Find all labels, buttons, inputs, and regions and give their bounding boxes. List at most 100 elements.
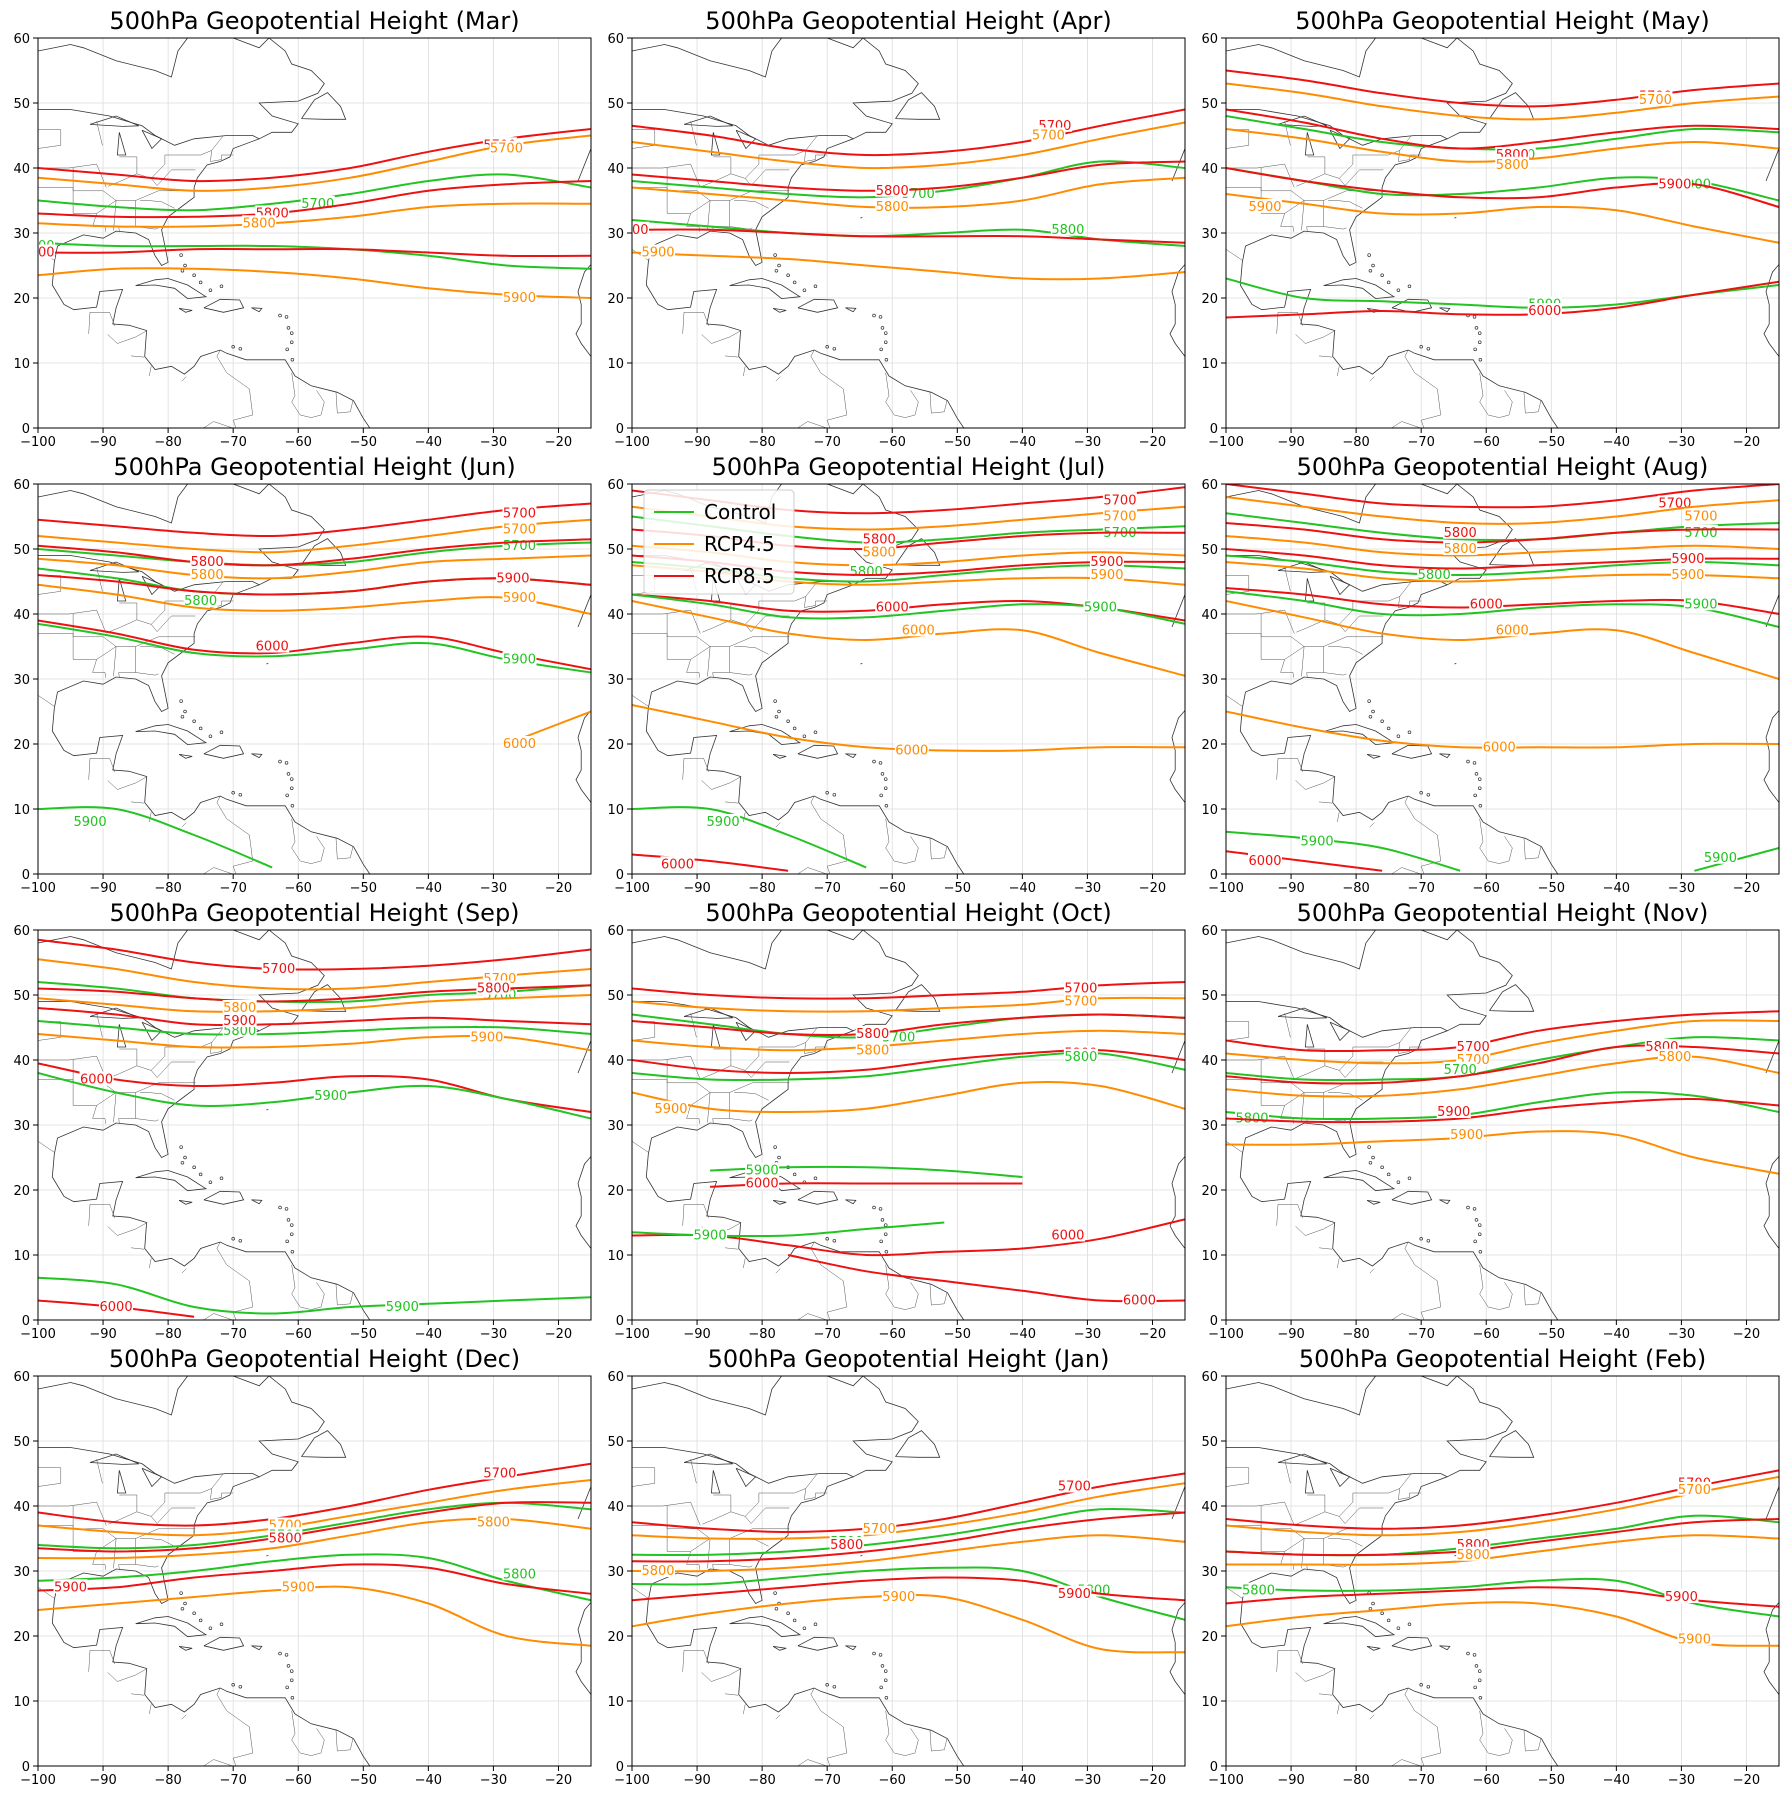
map-panel: 500hPa Geopotential Height (May)57005700…: [1201, 7, 1780, 450]
island: [1478, 803, 1483, 808]
y-tick-label: 40: [13, 608, 30, 623]
x-tick-label: −70: [813, 435, 840, 450]
y-tick-label: 30: [13, 227, 30, 242]
contour-label-gap: [1664, 1589, 1699, 1603]
x-tick-label: −60: [285, 435, 312, 450]
contour-line-control-5800: [1226, 1577, 1779, 1618]
border-line: [113, 646, 117, 677]
border-line: [724, 355, 739, 358]
island: [1386, 280, 1391, 285]
border-line: [216, 795, 253, 874]
contour-label: 5800: [1496, 158, 1529, 173]
contour-label: 5800: [1658, 1050, 1691, 1065]
island: [238, 792, 243, 797]
coastline: [1439, 307, 1451, 313]
island: [180, 1606, 185, 1611]
coastline: [1765, 594, 1779, 628]
contour-line-rcp85-5700: [38, 938, 591, 971]
y-tick-label: 40: [1201, 1500, 1218, 1515]
coastline: [1356, 38, 1458, 49]
contour-label: 5800: [863, 545, 896, 560]
contour-line-rcp85-6000: [1226, 280, 1779, 319]
island: [813, 1622, 818, 1627]
contour-line-rcp45-5900: [1226, 193, 1779, 244]
border-line: [1391, 1759, 1422, 1766]
x-tick-label: −90: [89, 1327, 116, 1342]
island: [880, 772, 885, 776]
island: [1477, 1669, 1482, 1673]
x-tick-label: −30: [480, 435, 507, 450]
border-line: [1369, 1268, 1375, 1274]
y-tick-label: 30: [1201, 227, 1218, 242]
island: [1396, 1180, 1401, 1184]
island: [290, 803, 295, 808]
x-tick-label: −60: [1473, 435, 1500, 450]
contour-label-gap: [706, 814, 741, 828]
x-tick-label: −90: [683, 881, 710, 896]
island: [1419, 345, 1423, 349]
coastline: [577, 1040, 591, 1074]
island: [1477, 1223, 1482, 1227]
coastline: [1226, 38, 1376, 78]
border-line: [72, 1060, 117, 1106]
border-line: [203, 867, 234, 874]
border-line: [113, 200, 117, 231]
coastline: [38, 555, 371, 874]
y-tick-label: 30: [1201, 1119, 1218, 1134]
contour-label: 5900: [694, 1229, 727, 1244]
coastline: [89, 115, 139, 127]
coastline: [1226, 1447, 1559, 1766]
border-line: [686, 1105, 700, 1124]
coastline: [168, 38, 270, 49]
y-tick-label: 10: [13, 357, 30, 372]
basemap: [632, 1376, 1185, 1766]
island: [286, 772, 291, 776]
legend-label: RCP4.5: [704, 532, 775, 556]
border-line: [743, 1704, 746, 1715]
x-tick-label: −20: [545, 435, 572, 450]
island: [180, 1160, 185, 1165]
border-line: [1523, 1284, 1542, 1306]
contour-label: 5800: [856, 1043, 889, 1058]
coastline: [729, 1616, 802, 1638]
border-line: [743, 812, 746, 823]
x-tick-label: −100: [1208, 435, 1244, 450]
y-tick-label: 0: [22, 1314, 30, 1329]
x-tick-label: −40: [1603, 881, 1630, 896]
contour-label: 5800: [1457, 1548, 1490, 1563]
island: [832, 1684, 837, 1689]
island: [825, 1682, 829, 1687]
island: [183, 1601, 187, 1606]
contour-line-rcp85-5800: [38, 180, 591, 219]
border-line: [1523, 1730, 1542, 1752]
x-tick-label: −80: [748, 881, 775, 896]
island: [1473, 1685, 1477, 1690]
coastline: [168, 1376, 270, 1387]
island: [289, 777, 294, 781]
border-line: [1328, 200, 1363, 209]
border-line: [151, 169, 196, 186]
island: [1386, 726, 1391, 731]
border-line: [797, 421, 828, 428]
y-tick-label: 50: [607, 989, 624, 1004]
border-line: [118, 646, 136, 678]
contour-line-rcp45-5800: [1226, 535, 1779, 557]
contour-label-gap: [1683, 524, 1718, 539]
y-tick-label: 40: [607, 162, 624, 177]
border-line: [130, 355, 145, 358]
island: [813, 730, 818, 735]
x-tick-label: −70: [1407, 1773, 1434, 1788]
coastline: [895, 984, 941, 1012]
contour-label-gap: [641, 244, 676, 259]
contour-label-gap: [502, 1566, 537, 1581]
contour-label: 5900: [282, 1580, 315, 1595]
coastline: [38, 1447, 371, 1766]
contour-label-gap: [1683, 508, 1718, 523]
coastline: [1366, 754, 1381, 759]
island: [884, 358, 889, 362]
border-line: [107, 776, 148, 790]
border-line: [686, 1551, 700, 1570]
coastline: [797, 1190, 839, 1205]
island: [1474, 1218, 1479, 1222]
